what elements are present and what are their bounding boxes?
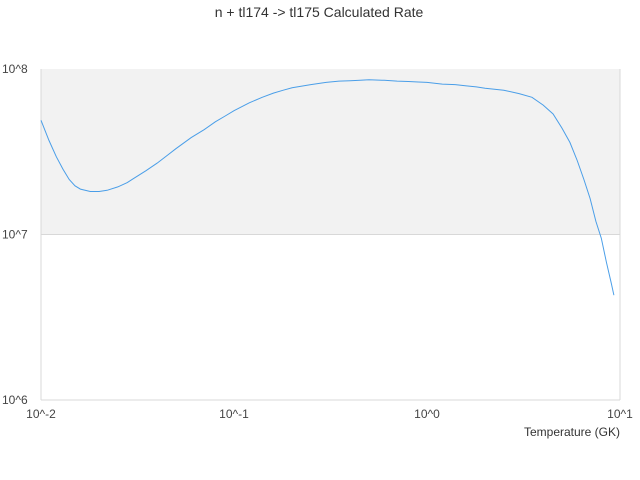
x-axis-title: Temperature (GK) — [524, 425, 620, 439]
x-tick-label: 10^1 — [607, 407, 633, 421]
x-tick-label: 10^0 — [414, 407, 440, 421]
x-tick-label: 10^-2 — [26, 407, 56, 421]
y-tick-label: 10^8 — [2, 62, 28, 76]
x-tick-label: 10^-1 — [219, 407, 249, 421]
x-tick-labels: 10^-2 10^-1 10^0 10^1 — [26, 407, 633, 421]
rate-curve — [40, 79, 615, 296]
shaded-band — [41, 69, 620, 235]
chart-title: n + tl174 -> tl175 Calculated Rate — [215, 4, 424, 20]
y-tick-label: 10^6 — [2, 393, 28, 407]
y-tick-labels: 10^6 10^7 10^8 — [2, 62, 28, 407]
axes — [40, 69, 621, 401]
y-tick-label: 10^7 — [2, 228, 28, 242]
